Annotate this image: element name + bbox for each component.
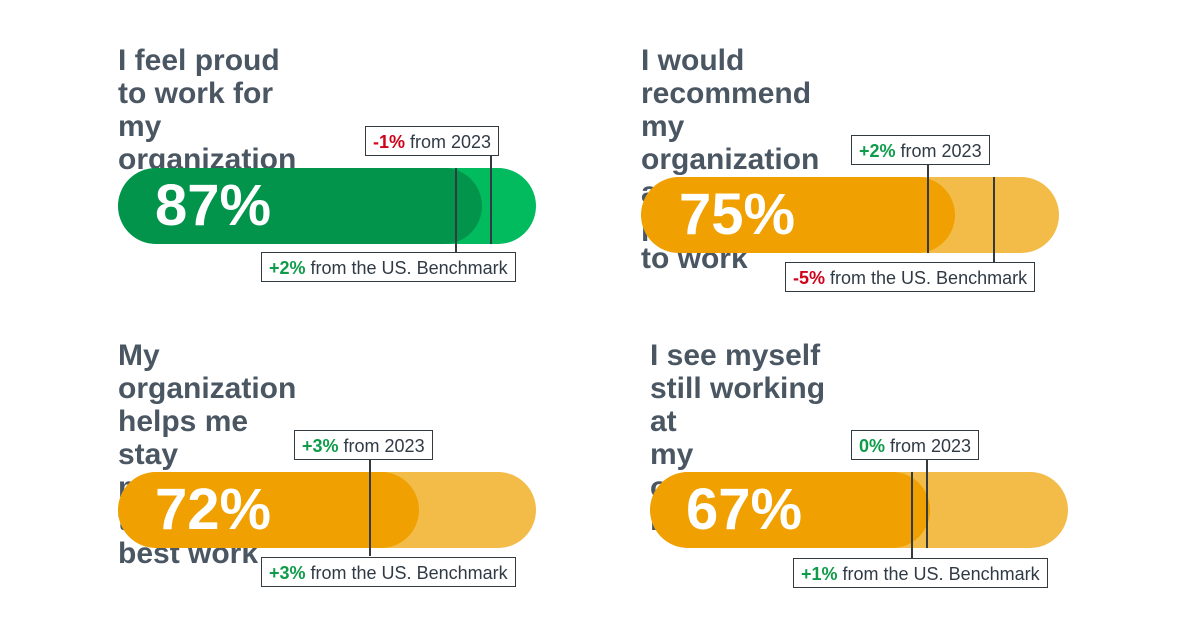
value-label: 72%	[155, 477, 272, 542]
value-label: 75%	[679, 182, 796, 247]
benchmark-change-tag: -5% from the US. Benchmark	[785, 262, 1036, 292]
year-change-value: -1%	[373, 132, 406, 152]
bar-fill	[118, 472, 419, 548]
year-marker-line	[927, 165, 929, 253]
benchmark-change-text: from the US. Benchmark	[305, 258, 508, 278]
year-marker-line	[490, 156, 492, 244]
bar-fill	[118, 168, 482, 244]
year-benchmark-marker-line	[369, 460, 371, 556]
benchmark-change-text: from the US. Benchmark	[837, 564, 1040, 584]
benchmark-marker-line	[455, 168, 457, 252]
bar-fill	[641, 177, 955, 253]
value-label: 87%	[155, 173, 272, 238]
year-marker-line	[926, 460, 928, 548]
year-change-tag: +3% from 2023	[294, 430, 433, 460]
benchmark-change-value: +1%	[801, 564, 838, 584]
year-change-text: from 2023	[885, 436, 972, 456]
benchmark-change-tag: +2% from the US. Benchmark	[261, 252, 516, 282]
bar-track	[650, 472, 1068, 548]
bar-fill	[650, 472, 931, 548]
year-change-tag: +2% from 2023	[851, 135, 990, 165]
year-change-tag: -1% from 2023	[365, 126, 500, 156]
benchmark-marker-line	[911, 472, 913, 558]
year-change-value: 0%	[859, 436, 886, 456]
bar-track	[118, 472, 536, 548]
year-change-value: +3%	[302, 436, 339, 456]
chart-title: I feel proud to work for my organization	[118, 44, 297, 176]
benchmark-change-value: +3%	[269, 563, 306, 583]
benchmark-change-tag: +1% from the US. Benchmark	[793, 558, 1048, 588]
benchmark-change-value: -5%	[793, 268, 826, 288]
year-change-text: from 2023	[338, 436, 425, 456]
benchmark-marker-line	[993, 177, 995, 262]
value-label: 67%	[686, 477, 803, 542]
bar-track	[641, 177, 1059, 253]
year-change-text: from 2023	[895, 141, 982, 161]
year-change-text: from 2023	[405, 132, 492, 152]
year-change-tag: 0% from 2023	[851, 430, 980, 460]
benchmark-change-text: from the US. Benchmark	[825, 268, 1028, 288]
year-change-value: +2%	[859, 141, 896, 161]
benchmark-change-text: from the US. Benchmark	[305, 563, 508, 583]
benchmark-change-value: +2%	[269, 258, 306, 278]
bar-track	[118, 168, 536, 244]
benchmark-change-tag: +3% from the US. Benchmark	[261, 557, 516, 587]
